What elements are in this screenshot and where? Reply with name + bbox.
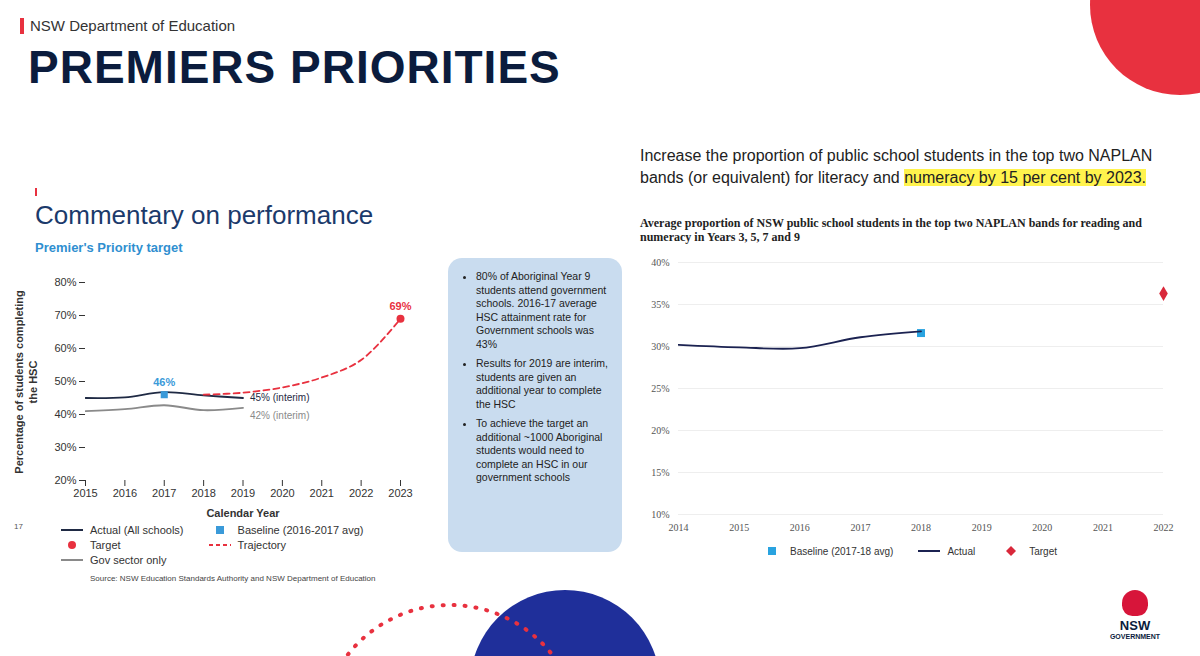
- html-text:Trajectory: Trajectory: [237, 539, 286, 551]
- svg-text:15%: 15%: [651, 467, 669, 478]
- html-text:Actual: Actual: [947, 545, 976, 557]
- svg-text:2018: 2018: [191, 487, 215, 499]
- svg-text:50%: 50%: [54, 375, 76, 387]
- html-text:80% of Aboriginal Year 9 stude: 80% of Aboriginal Year 9 students attend…: [476, 270, 607, 350]
- html-text:Target: Target: [90, 539, 121, 551]
- svg-text:45% (interim): 45% (interim): [250, 392, 309, 403]
- svg-text:2019: 2019: [231, 487, 255, 499]
- svg-text:2016: 2016: [113, 487, 137, 499]
- html-text:17: 17: [14, 522, 23, 531]
- svg-text:20%: 20%: [651, 425, 669, 436]
- html-text:NSW Department of Education: NSW Department of Education: [30, 17, 236, 34]
- svg-text:2015: 2015: [729, 522, 749, 533]
- svg-text:2021: 2021: [310, 487, 334, 499]
- html-text:GOVERNMENT: GOVERNMENT: [1109, 633, 1161, 640]
- svg-text:2017: 2017: [152, 487, 176, 499]
- svg-text:25%: 25%: [651, 383, 669, 394]
- html-text:Percentage of students complet: Percentage of students completing the HS…: [13, 290, 39, 474]
- svg-text:2015: 2015: [73, 487, 97, 499]
- html-text:Baseline (2016-2017 avg): Baseline (2016-2017 avg): [237, 524, 364, 536]
- svg-text:35%: 35%: [651, 299, 669, 310]
- svg-text:2017: 2017: [850, 522, 870, 533]
- svg-text:20%: 20%: [54, 474, 76, 486]
- svg-text:Calendar Year: Calendar Year: [206, 507, 280, 519]
- svg-text:2014: 2014: [669, 522, 689, 533]
- html-text:Actual (All schools): Actual (All schools): [90, 524, 184, 536]
- html-text:Increase the proportion of pub: Increase the proportion of public school…: [640, 147, 1153, 186]
- html-text:Baseline (2017-18 avg): Baseline (2017-18 avg): [790, 545, 894, 557]
- html-text:Commentary on performance: Commentary on performance: [35, 200, 374, 230]
- svg-text:69%: 69%: [389, 300, 411, 312]
- svg-text:2023: 2023: [388, 487, 412, 499]
- svg-text:2018: 2018: [911, 522, 931, 533]
- svg-text:46%: 46%: [153, 376, 175, 388]
- svg-text:2019: 2019: [972, 522, 992, 533]
- svg-text:30%: 30%: [54, 441, 76, 453]
- svg-text:42% (interim): 42% (interim): [250, 410, 309, 421]
- svg-text:70%: 70%: [54, 309, 76, 321]
- html-text:Results for 2019 are interim,: Results for 2019 are interim, students a…: [476, 357, 608, 410]
- svg-text:40%: 40%: [54, 408, 76, 420]
- svg-text:2016: 2016: [790, 522, 810, 533]
- html-text:Source: NSW Education Standard: Source: NSW Education Standards Authorit…: [90, 574, 376, 583]
- svg-text:2020: 2020: [270, 487, 294, 499]
- html-text:Premier's Priority target: Premier's Priority target: [35, 240, 183, 255]
- html-text:NSW: NSW: [1119, 618, 1151, 633]
- svg-text:2022: 2022: [349, 487, 373, 499]
- svg-text:2022: 2022: [1154, 522, 1174, 533]
- html-text:To achieve the target an addit: To achieve the target an additional ~100…: [476, 417, 603, 483]
- svg-text:60%: 60%: [54, 342, 76, 354]
- svg-text:80%: 80%: [54, 276, 76, 288]
- svg-text:40%: 40%: [651, 257, 669, 268]
- html-text:Target: Target: [1029, 545, 1057, 557]
- svg-text:2020: 2020: [1032, 522, 1052, 533]
- html-text:Gov sector only: Gov sector only: [90, 554, 167, 566]
- svg-text:30%: 30%: [651, 341, 669, 352]
- html-text:PREMIERS PRIORITIES: PREMIERS PRIORITIES: [28, 41, 561, 93]
- html-text:Average proportion of NSW publ: Average proportion of NSW public school …: [640, 216, 1142, 244]
- svg-text:10%: 10%: [651, 509, 669, 520]
- svg-text:2021: 2021: [1093, 522, 1113, 533]
